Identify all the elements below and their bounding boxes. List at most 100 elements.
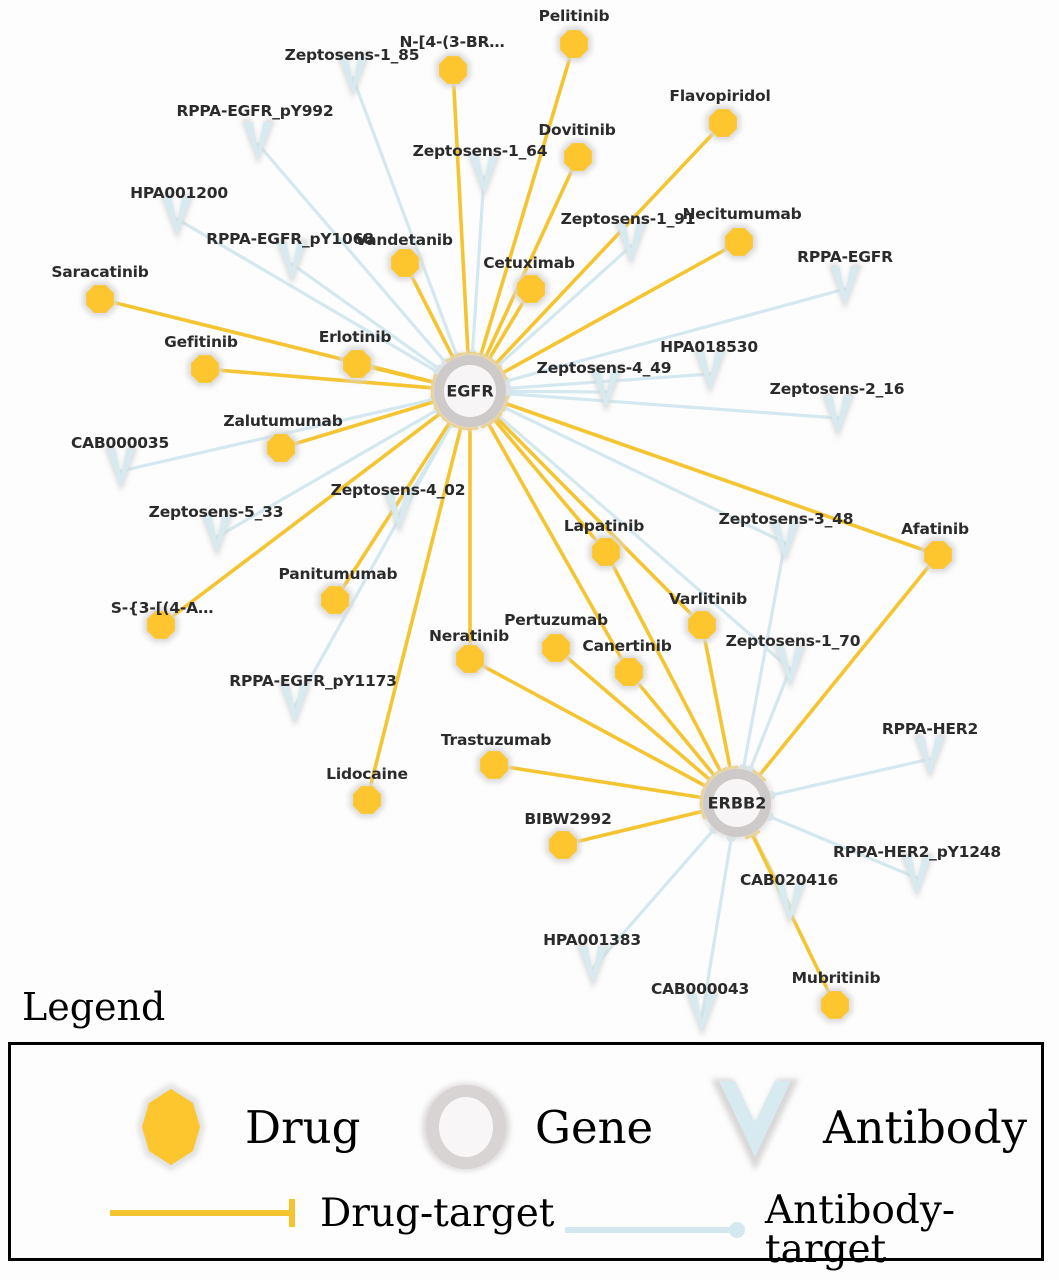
- antibody-target-edge-icon: [565, 1222, 745, 1238]
- legend-shape-row: Drug Gene Antibody: [11, 1067, 1041, 1177]
- antibody-node[interactable]: [385, 492, 413, 530]
- gene-shape-icon: [422, 1083, 510, 1171]
- drug-target-edge: [468, 657, 708, 789]
- antibody-node[interactable]: [244, 122, 272, 160]
- drug-target-edge: [750, 832, 837, 1007]
- drug-node[interactable]: [456, 645, 484, 673]
- legend-label-drug: Drug: [245, 1100, 361, 1154]
- legend-label-antibody: Antibody: [823, 1100, 1028, 1154]
- drug-target-edge: [494, 415, 704, 627]
- drug-node[interactable]: [924, 541, 952, 569]
- antibody-node[interactable]: [903, 856, 931, 894]
- drug-node[interactable]: [391, 249, 419, 277]
- legend-edge-row: Drug-target Antibody-target: [11, 1185, 1041, 1269]
- antibody-node[interactable]: [771, 521, 799, 559]
- drug-node[interactable]: [353, 786, 381, 814]
- network-graph-canvas[interactable]: [0, 0, 1059, 1037]
- drug-shape-icon: [137, 1083, 205, 1171]
- drug-target-edge: [478, 42, 576, 358]
- drug-target-edge: [483, 155, 580, 360]
- antibody-node[interactable]: [696, 352, 724, 390]
- antibody-node[interactable]: [163, 197, 191, 235]
- drug-target-edge: [700, 623, 733, 771]
- antibody-node[interactable]: [470, 155, 498, 193]
- antibody-target-edge: [293, 421, 454, 708]
- antibody-node[interactable]: [107, 449, 135, 487]
- drug-node[interactable]: [86, 285, 114, 313]
- drug-target-edge: [554, 646, 713, 783]
- drug-target-edge: [604, 550, 723, 774]
- legend-label-antibody-target: Antibody-target: [765, 1188, 956, 1272]
- antibody-target-edge: [290, 262, 442, 372]
- antibody-node[interactable]: [278, 242, 306, 280]
- antibody-node[interactable]: [776, 647, 804, 685]
- antibody-node[interactable]: [592, 370, 620, 408]
- antibody-target-edge: [470, 175, 486, 356]
- drug-node[interactable]: [709, 109, 737, 137]
- antibody-target-edge: [769, 757, 932, 797]
- antibody-target-edge: [504, 287, 847, 383]
- antibody-target-edge: [748, 667, 792, 773]
- drug-node[interactable]: [560, 30, 588, 58]
- legend: Legend Drug Gene: [0, 985, 1059, 1280]
- drug-target-edge: [279, 399, 437, 450]
- drug-node[interactable]: [688, 611, 716, 639]
- legend-box: Drug Gene Antibody: [8, 1042, 1044, 1269]
- drug-target-edge: [561, 809, 705, 847]
- drug-node[interactable]: [615, 658, 643, 686]
- legend-item-drug: Drug: [111, 1075, 360, 1179]
- drug-node[interactable]: [267, 434, 295, 462]
- antibody-node[interactable]: [579, 946, 607, 984]
- antibody-node[interactable]: [203, 515, 231, 553]
- drug-target-edge-icon: [110, 1199, 295, 1227]
- gene-node[interactable]: [434, 355, 506, 427]
- antibody-node[interactable]: [617, 224, 645, 262]
- antibody-node[interactable]: [281, 684, 309, 722]
- antibody-node[interactable]: [688, 994, 716, 1032]
- antibody-target-edge: [351, 76, 459, 358]
- antibody-node[interactable]: [776, 884, 804, 922]
- drug-node[interactable]: [821, 991, 849, 1019]
- drug-node[interactable]: [517, 275, 545, 303]
- drug-node[interactable]: [480, 751, 508, 779]
- nodes-layer[interactable]: [86, 30, 952, 1032]
- antibody-target-edge: [505, 389, 608, 394]
- antibody-target-edge: [591, 827, 716, 970]
- antibody-node[interactable]: [831, 267, 859, 305]
- gene-node[interactable]: [703, 769, 771, 837]
- antibody-target-edge: [256, 142, 448, 365]
- drug-target-edge: [203, 367, 435, 390]
- antibody-target-edge: [741, 541, 787, 771]
- antibody-target-edge: [767, 814, 919, 880]
- drug-target-edge: [493, 121, 725, 366]
- drug-target-edge: [451, 68, 470, 356]
- antibody-target-edge: [175, 217, 440, 374]
- drug-node[interactable]: [564, 143, 592, 171]
- drug-node[interactable]: [147, 611, 175, 639]
- drug-node[interactable]: [191, 355, 219, 383]
- drug-node[interactable]: [439, 56, 467, 84]
- antibody-target-edge: [700, 835, 733, 1018]
- drug-node[interactable]: [549, 831, 577, 859]
- drug-node[interactable]: [542, 634, 570, 662]
- gene-node-label: ERBB2: [707, 793, 767, 813]
- drug-target-edge: [757, 553, 940, 778]
- antibody-node[interactable]: [824, 396, 852, 434]
- drug-node[interactable]: [321, 586, 349, 614]
- legend-item-antibody: Antibody: [701, 1075, 1027, 1179]
- antibody-node[interactable]: [916, 737, 944, 775]
- legend-label-drug-target: Drug-target: [320, 1190, 555, 1236]
- drug-target-edge: [365, 425, 463, 802]
- drug-target-edge: [492, 417, 608, 554]
- antibody-node[interactable]: [339, 56, 367, 94]
- drug-target-edge: [627, 670, 717, 778]
- drug-node[interactable]: [725, 228, 753, 256]
- drug-node[interactable]: [592, 538, 620, 566]
- antibody-target-edge: [496, 413, 792, 671]
- antibody-shape-icon: [711, 1079, 799, 1171]
- antibody-target-edge: [495, 244, 633, 368]
- antibody-target-edge: [505, 392, 840, 420]
- legend-item-drug-target: Drug-target: [106, 1191, 554, 1235]
- drug-node[interactable]: [343, 350, 371, 378]
